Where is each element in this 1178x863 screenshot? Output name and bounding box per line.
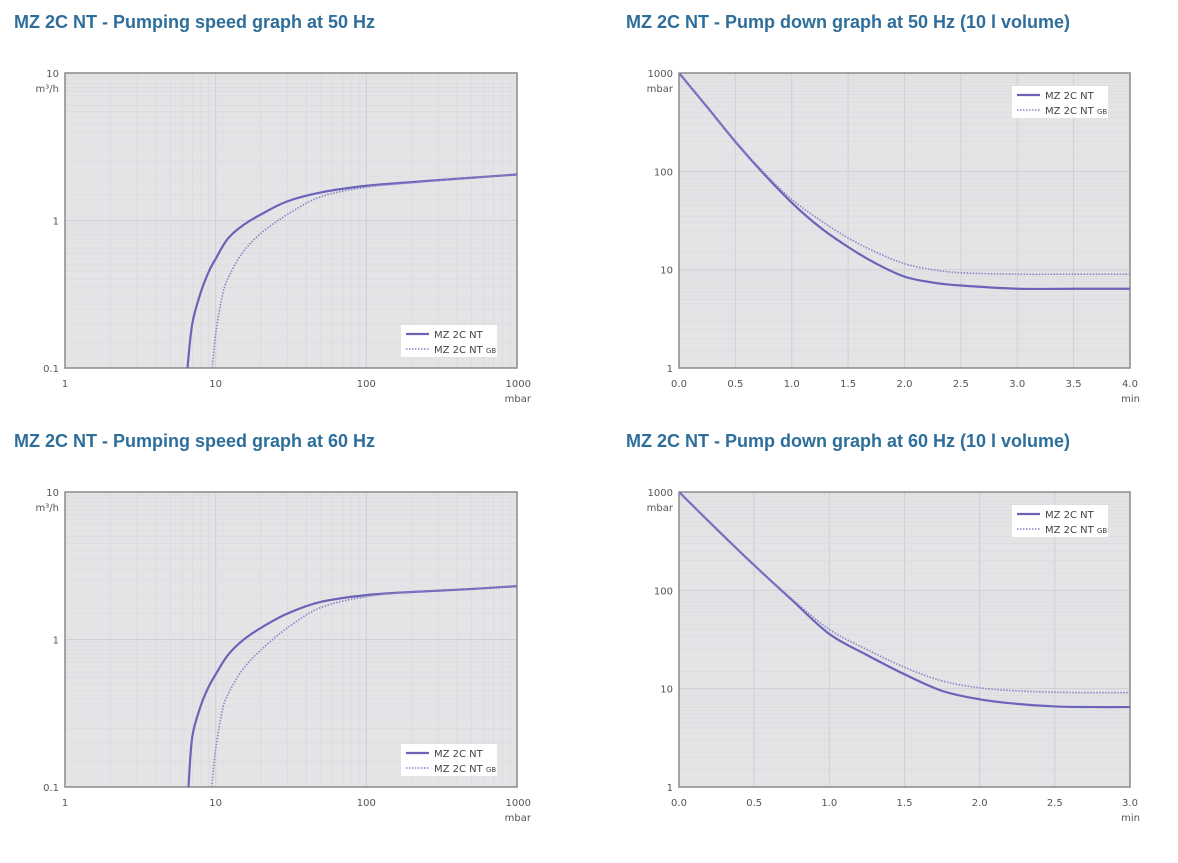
- legend-label-mz2cnt-gb: MZ 2C NT GB: [1045, 106, 1107, 117]
- y-tick-label: 100: [654, 586, 673, 597]
- chart-title-pumpdown-60hz: MZ 2C NT - Pump down graph at 60 Hz (10 …: [626, 431, 1071, 451]
- x-tick-label: 4.0: [1122, 379, 1138, 390]
- legend-label-mz2cnt: MZ 2C NT: [1045, 510, 1095, 521]
- x-axis-unit: mbar: [505, 813, 532, 824]
- y-axis-unit: m³/h: [36, 503, 59, 514]
- x-axis-unit: min: [1121, 813, 1140, 824]
- x-tick-label: 2.5: [1047, 798, 1063, 809]
- x-tick-label: 1.5: [897, 798, 913, 809]
- y-axis-unit: m³/h: [36, 84, 59, 95]
- y-tick-label: 0.1: [43, 783, 59, 794]
- legend-label-mz2cnt: MZ 2C NT: [434, 749, 484, 760]
- y-tick-label: 1000: [648, 69, 673, 80]
- y-tick-label: 10: [660, 685, 673, 696]
- legend: MZ 2C NT MZ 2C NT GB: [401, 325, 497, 357]
- legend-label-mz2cnt-gb: MZ 2C NT GB: [1045, 525, 1107, 536]
- chart-tr: 1 10 100 1000 mbar 0.0 0.5 1.0 1.5 2.0 2.5 3.0 3.5 4.…: [647, 69, 1140, 405]
- series-mz2cnt-line: [679, 492, 1130, 709]
- y-tick-label: 1000: [648, 488, 673, 499]
- y-tick-label: 0.1: [43, 364, 59, 375]
- legend-label-mz2cnt-gb: MZ 2C NT GB: [434, 345, 496, 356]
- legend: MZ 2C NT MZ 2C NT GB: [1012, 505, 1108, 537]
- series-mz2cnt-line: [679, 73, 1130, 291]
- series-mz2cnt-gb-line: [210, 585, 517, 787]
- legend-label-mz2cnt-gb: MZ 2C NT GB: [434, 764, 496, 775]
- y-axis-unit: mbar: [647, 503, 674, 514]
- x-tick-label: 3.0: [1009, 379, 1025, 390]
- x-tick-label: 3.0: [1122, 798, 1138, 809]
- legend-label-mz2cnt: MZ 2C NT: [1045, 91, 1095, 102]
- x-tick-label: 2.0: [972, 798, 988, 809]
- x-tick-label: 3.5: [1066, 379, 1082, 390]
- y-tick-label: 1: [53, 636, 59, 647]
- y-tick-label: 1: [667, 783, 673, 794]
- y-tick-label: 100: [654, 167, 673, 178]
- x-tick-label: 1000: [506, 379, 531, 390]
- x-tick-label: 1: [62, 798, 68, 809]
- chart-title-pumpdown-50hz: MZ 2C NT - Pump down graph at 50 Hz (10 …: [626, 12, 1071, 32]
- x-tick-label: 2.5: [953, 379, 969, 390]
- x-tick-label: 0.0: [671, 798, 687, 809]
- legend: MZ 2C NT MZ 2C NT GB: [1012, 86, 1108, 118]
- chart-br: 1 10 100 1000 mbar 0.0 0.5 1.0 1.5 2.0 2.5 3.0 min MZ…: [647, 488, 1140, 824]
- series-mz2cnt-gb-line: [211, 173, 517, 368]
- plot-frame: [678, 491, 1131, 788]
- legend-label-mz2cnt: MZ 2C NT: [434, 330, 484, 341]
- x-tick-label: 1.0: [821, 798, 837, 809]
- series-mz2cnt-gb-line: [679, 492, 1130, 694]
- y-tick-label: 1: [667, 364, 673, 375]
- x-tick-label: 1.5: [840, 379, 856, 390]
- y-tick-label: 1: [53, 217, 59, 228]
- x-tick-label: 10: [209, 798, 222, 809]
- x-tick-label: 0.5: [727, 379, 743, 390]
- y-tick-label: 10: [46, 488, 59, 499]
- x-tick-label: 1000: [506, 798, 531, 809]
- chart-title-speed-50hz: MZ 2C NT - Pumping speed graph at 50 Hz: [14, 12, 376, 32]
- legend: MZ 2C NT MZ 2C NT GB: [401, 744, 497, 776]
- plot-frame: [64, 491, 518, 788]
- x-tick-label: 1: [62, 379, 68, 390]
- x-tick-label: 0.0: [671, 379, 687, 390]
- plot-frame: [678, 72, 1131, 369]
- y-tick-label: 10: [46, 69, 59, 80]
- series-mz2cnt-gb-line: [679, 73, 1130, 276]
- x-tick-label: 100: [357, 379, 376, 390]
- plot-frame: [64, 72, 518, 369]
- x-axis-unit: mbar: [505, 394, 532, 405]
- chart-title-speed-60hz: MZ 2C NT - Pumping speed graph at 60 Hz: [14, 431, 376, 451]
- y-axis-unit: mbar: [647, 84, 674, 95]
- x-axis-unit: min: [1121, 394, 1140, 405]
- x-tick-label: 1.0: [784, 379, 800, 390]
- y-tick-label: 10: [660, 266, 673, 277]
- x-tick-label: 100: [357, 798, 376, 809]
- x-tick-label: 10: [209, 379, 222, 390]
- x-tick-label: 2.0: [897, 379, 913, 390]
- x-tick-label: 0.5: [746, 798, 762, 809]
